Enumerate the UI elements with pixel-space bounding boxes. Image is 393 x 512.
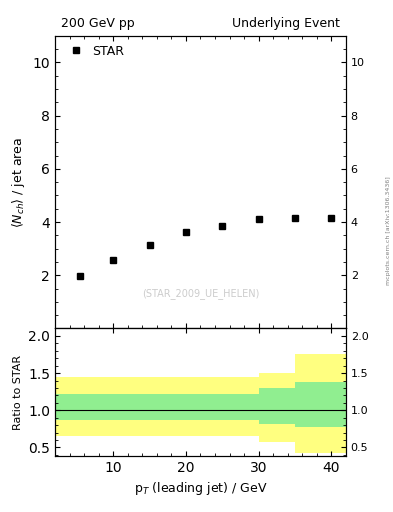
Text: 200 GeV pp: 200 GeV pp [61,17,134,30]
Text: (STAR_2009_UE_HELEN): (STAR_2009_UE_HELEN) [142,288,259,299]
Legend: STAR: STAR [61,42,127,60]
STAR [292,215,298,221]
Line: STAR: STAR [77,215,335,279]
STAR [184,229,188,235]
STAR [329,215,334,221]
Y-axis label: $\langle N_{ch} \rangle$ / jet area: $\langle N_{ch} \rangle$ / jet area [10,137,27,228]
STAR [111,257,116,263]
Text: mcplots.cern.ch [arXiv:1306.3436]: mcplots.cern.ch [arXiv:1306.3436] [386,176,391,285]
STAR [220,223,225,229]
STAR [147,242,152,248]
STAR [256,216,261,222]
Text: Underlying Event: Underlying Event [232,17,340,30]
X-axis label: p$_{T}$ (leading jet) / GeV: p$_{T}$ (leading jet) / GeV [134,480,267,497]
Y-axis label: Ratio to STAR: Ratio to STAR [13,354,23,430]
STAR [78,273,83,279]
